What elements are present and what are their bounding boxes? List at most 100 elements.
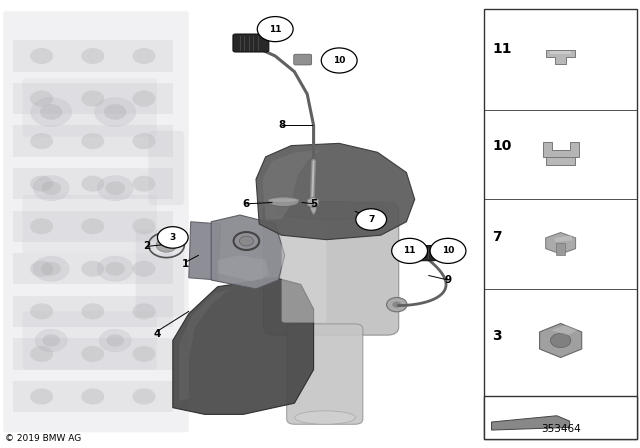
Polygon shape — [550, 51, 572, 54]
Polygon shape — [547, 51, 575, 64]
Text: 8: 8 — [278, 121, 285, 130]
Text: 7: 7 — [492, 230, 502, 245]
Bar — [13, 253, 173, 284]
Bar — [13, 381, 173, 412]
Text: 1: 1 — [182, 259, 189, 269]
Text: © 2019 BMW AG: © 2019 BMW AG — [5, 434, 81, 443]
Circle shape — [30, 218, 53, 234]
Circle shape — [132, 346, 156, 362]
Bar — [484, 396, 637, 439]
Circle shape — [132, 303, 156, 319]
Polygon shape — [262, 150, 320, 220]
Polygon shape — [546, 233, 575, 254]
FancyBboxPatch shape — [136, 229, 184, 317]
FancyBboxPatch shape — [287, 324, 363, 424]
Polygon shape — [547, 157, 575, 165]
Text: 10: 10 — [442, 246, 454, 255]
Circle shape — [30, 303, 53, 319]
Ellipse shape — [268, 197, 299, 207]
FancyBboxPatch shape — [22, 311, 157, 370]
Text: 5: 5 — [310, 199, 317, 209]
Circle shape — [321, 48, 357, 73]
Text: 11: 11 — [269, 25, 282, 34]
Circle shape — [157, 227, 188, 248]
Text: 2: 2 — [143, 241, 151, 251]
Text: 11: 11 — [403, 246, 416, 255]
Polygon shape — [540, 323, 582, 358]
Polygon shape — [555, 235, 572, 242]
Circle shape — [81, 303, 104, 319]
FancyBboxPatch shape — [148, 131, 184, 205]
Circle shape — [132, 133, 156, 149]
Circle shape — [97, 256, 133, 281]
Text: 10: 10 — [333, 56, 346, 65]
Circle shape — [392, 238, 428, 263]
Circle shape — [81, 176, 104, 192]
Text: 4: 4 — [153, 329, 161, 339]
Circle shape — [81, 388, 104, 405]
Circle shape — [40, 104, 63, 120]
Circle shape — [35, 329, 67, 352]
Text: 3: 3 — [492, 329, 502, 343]
FancyBboxPatch shape — [447, 249, 462, 257]
Polygon shape — [551, 325, 578, 336]
Circle shape — [156, 238, 177, 252]
Text: 11: 11 — [492, 42, 511, 56]
Text: 3: 3 — [170, 233, 176, 242]
Polygon shape — [179, 289, 230, 401]
Circle shape — [33, 256, 69, 281]
Circle shape — [30, 261, 53, 277]
Ellipse shape — [275, 202, 388, 220]
Polygon shape — [218, 255, 269, 281]
Ellipse shape — [268, 198, 299, 202]
Circle shape — [81, 48, 104, 64]
Polygon shape — [211, 215, 285, 289]
Text: 353464: 353464 — [541, 424, 580, 434]
Polygon shape — [307, 197, 319, 208]
Circle shape — [132, 90, 156, 107]
Circle shape — [132, 48, 156, 64]
Circle shape — [387, 297, 407, 312]
Text: 10: 10 — [492, 138, 511, 153]
Circle shape — [132, 388, 156, 405]
Polygon shape — [189, 222, 221, 280]
FancyBboxPatch shape — [407, 246, 436, 261]
Circle shape — [30, 48, 53, 64]
FancyBboxPatch shape — [264, 202, 399, 335]
FancyBboxPatch shape — [3, 11, 189, 432]
Circle shape — [30, 133, 53, 149]
Circle shape — [132, 261, 156, 277]
Circle shape — [42, 334, 60, 347]
FancyBboxPatch shape — [22, 195, 157, 253]
Polygon shape — [173, 278, 314, 414]
Circle shape — [81, 218, 104, 234]
Circle shape — [30, 176, 53, 192]
Circle shape — [81, 261, 104, 277]
Circle shape — [42, 262, 61, 276]
Polygon shape — [492, 416, 570, 430]
Circle shape — [132, 218, 156, 234]
Circle shape — [356, 209, 387, 230]
Circle shape — [30, 346, 53, 362]
Circle shape — [132, 176, 156, 192]
Circle shape — [99, 329, 131, 352]
Circle shape — [550, 333, 571, 348]
Polygon shape — [543, 142, 579, 157]
Circle shape — [30, 90, 53, 107]
Text: 9: 9 — [444, 275, 452, 285]
Bar — [13, 296, 173, 327]
Bar — [13, 168, 173, 199]
Circle shape — [106, 334, 124, 347]
Circle shape — [106, 262, 125, 276]
Text: 7: 7 — [368, 215, 374, 224]
Circle shape — [257, 17, 293, 42]
Circle shape — [81, 346, 104, 362]
FancyBboxPatch shape — [233, 34, 269, 52]
Circle shape — [81, 90, 104, 107]
Bar — [484, 9, 637, 439]
Bar — [13, 211, 173, 242]
Ellipse shape — [295, 411, 356, 424]
Circle shape — [239, 236, 253, 246]
Polygon shape — [256, 143, 415, 240]
Bar — [13, 40, 173, 72]
